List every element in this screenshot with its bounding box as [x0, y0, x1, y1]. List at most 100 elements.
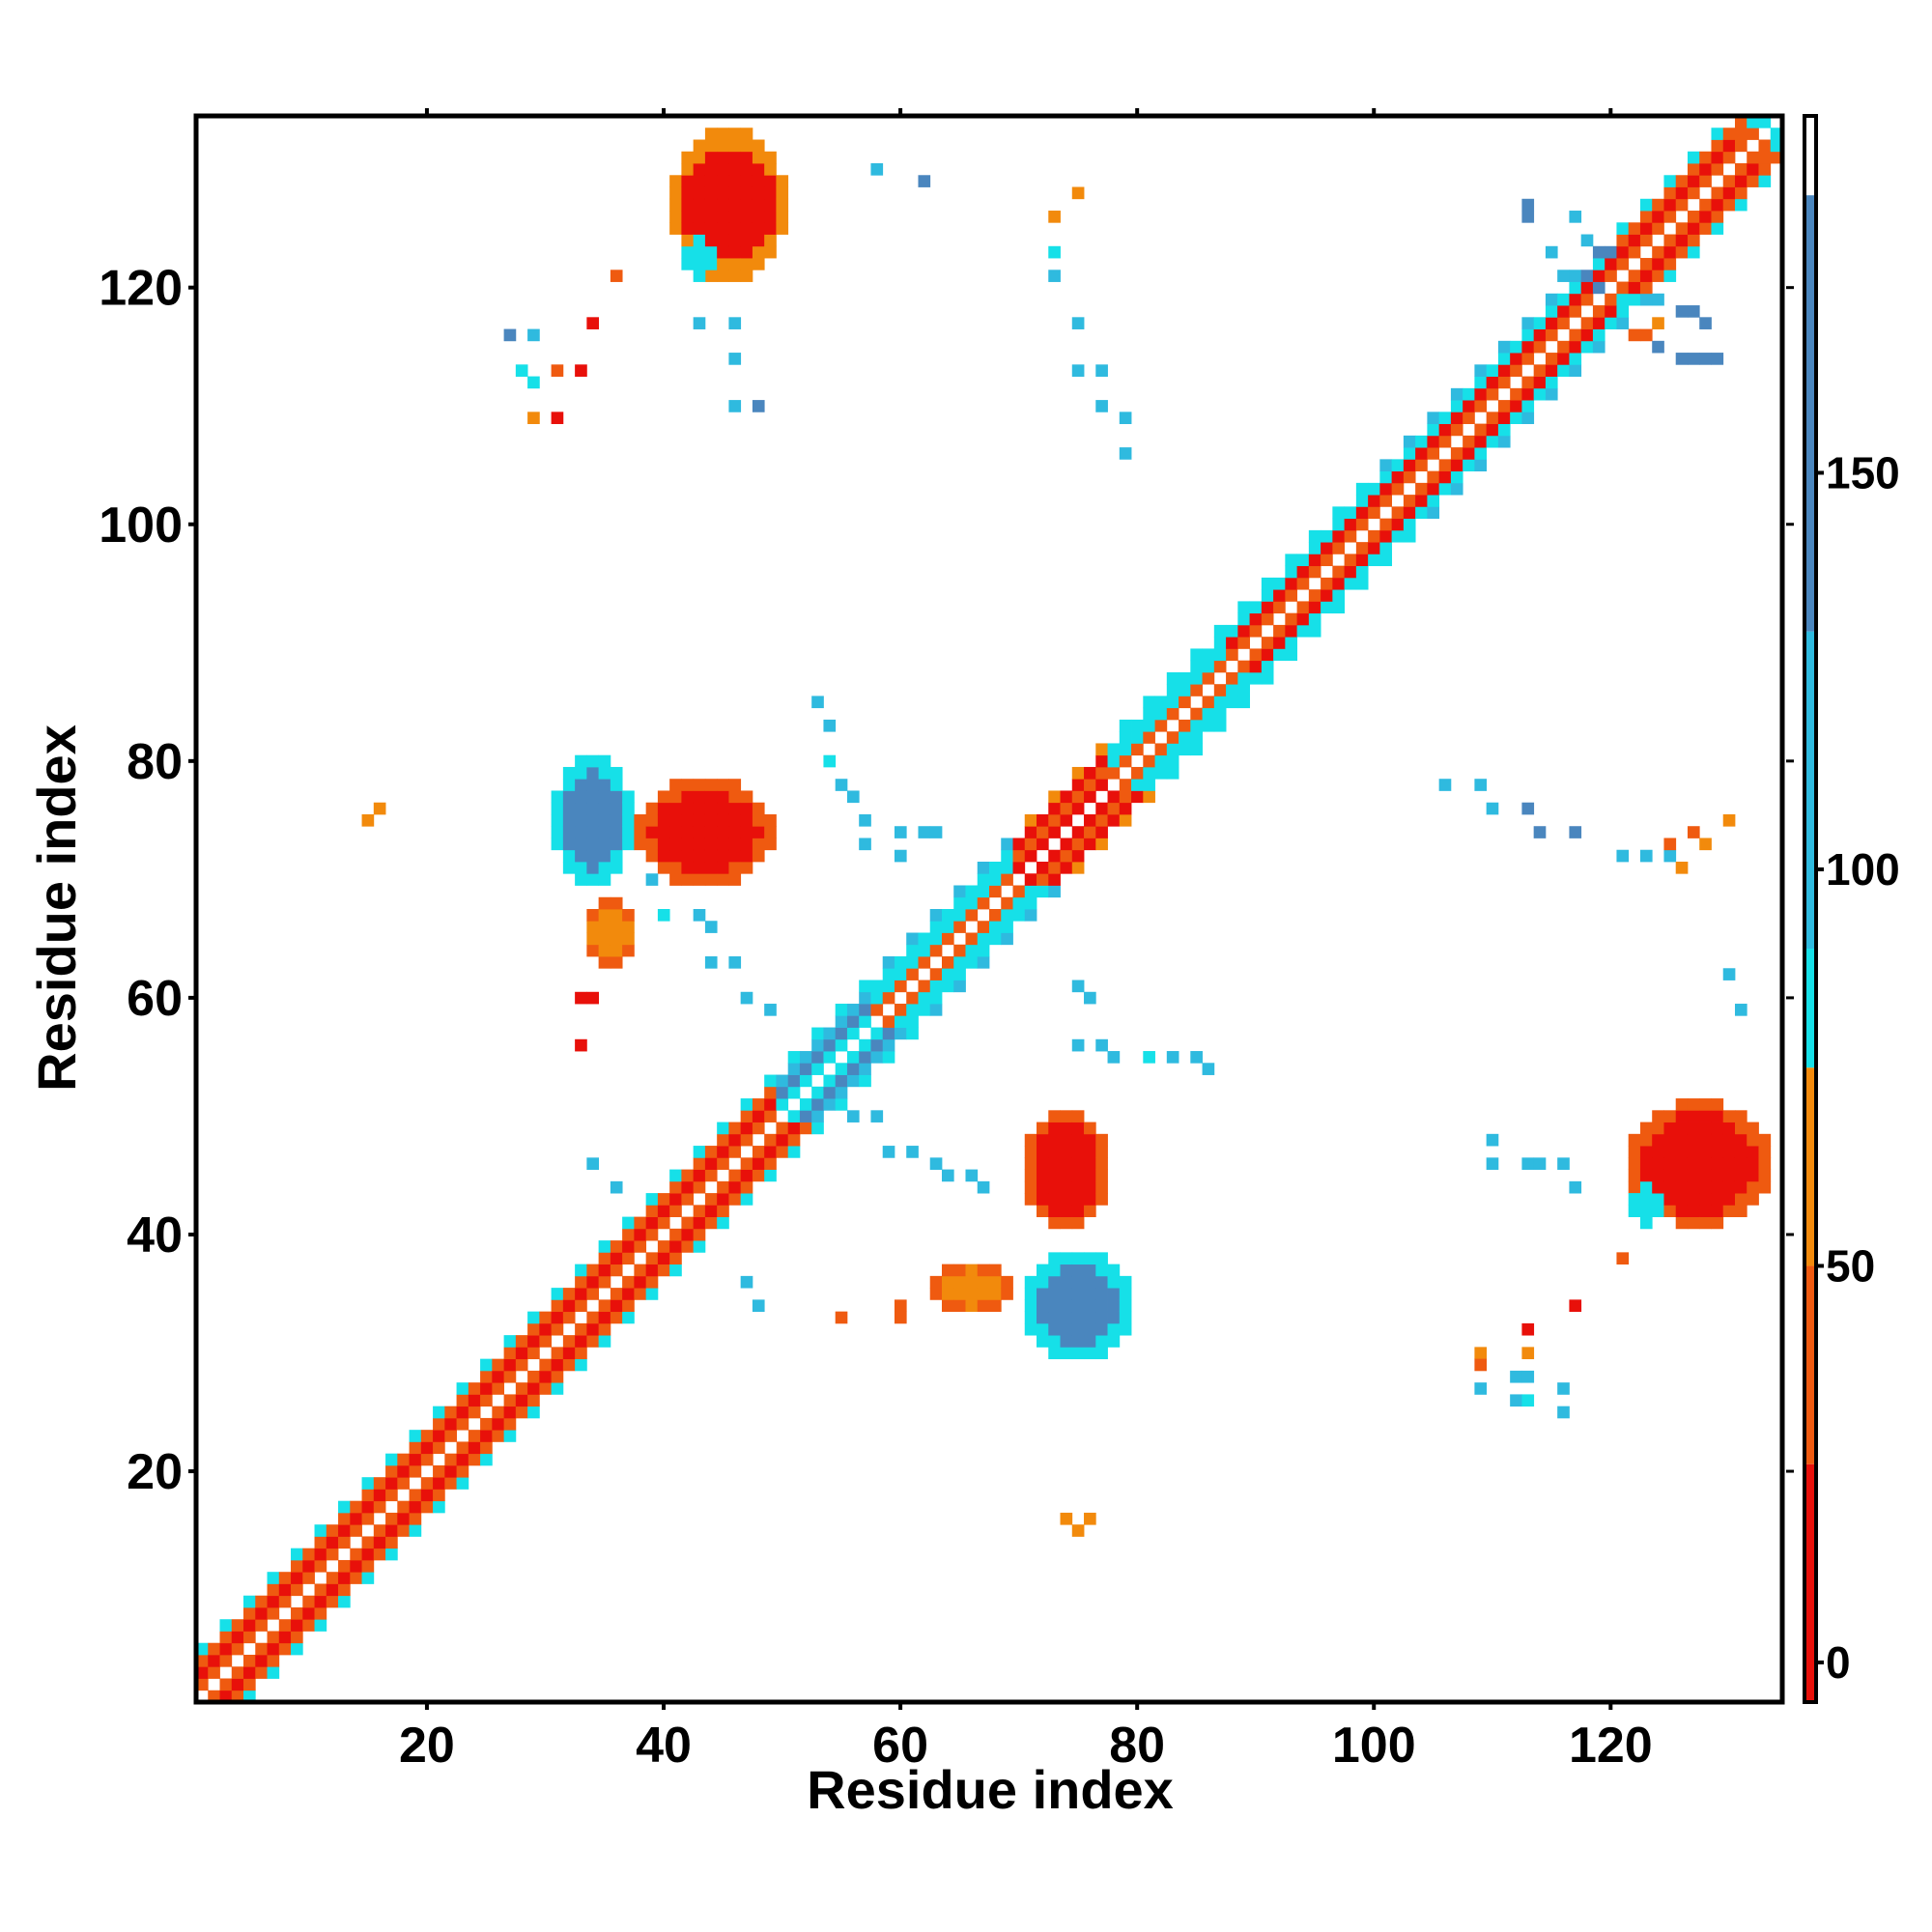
- heatmap-cell: [1084, 1133, 1096, 1147]
- heatmap-cell: [598, 861, 611, 874]
- heatmap-cell: [1699, 838, 1712, 851]
- heatmap-cell: [977, 1275, 990, 1289]
- heatmap-cell: [1438, 435, 1452, 448]
- heatmap-cell: [1628, 234, 1641, 247]
- heatmap-cell: [989, 909, 1002, 922]
- heatmap-cell: [1722, 186, 1736, 200]
- heatmap-cell: [1060, 1347, 1073, 1360]
- heatmap-cell: [314, 1536, 327, 1549]
- heatmap-cell: [1368, 554, 1380, 567]
- heatmap-cell: [444, 1417, 457, 1431]
- heatmap-cell: [1687, 222, 1700, 235]
- heatmap-cell: [1592, 340, 1605, 354]
- heatmap-cell: [1687, 1133, 1700, 1147]
- heatmap-cell: [657, 813, 670, 827]
- heatmap-cell: [1332, 601, 1346, 614]
- heatmap-cell: [1037, 1288, 1049, 1300]
- heatmap-cell: [764, 198, 777, 212]
- heatmap-cell: [196, 1678, 209, 1691]
- heatmap-cell: [846, 1063, 860, 1075]
- heatmap-cell: [669, 838, 682, 851]
- heatmap-cell: [693, 802, 706, 815]
- heatmap-cell: [492, 1430, 504, 1442]
- heatmap-cell: [1510, 364, 1522, 377]
- heatmap-cell: [835, 779, 848, 791]
- heatmap-cell: [1592, 317, 1605, 329]
- heatmap-cell: [1071, 1252, 1085, 1265]
- heatmap-cell: [1639, 1193, 1653, 1206]
- heatmap-cell: [1427, 447, 1440, 460]
- heatmap-cell: [977, 873, 990, 886]
- heatmap-cell: [1131, 766, 1144, 780]
- heatmap-cell: [243, 1595, 256, 1608]
- heatmap-cell: [776, 198, 789, 212]
- heatmap-cell: [1463, 387, 1475, 401]
- heatmap-cell: [575, 1275, 587, 1289]
- heatmap-cell: [1024, 1275, 1037, 1289]
- heatmap-cell: [1226, 671, 1238, 685]
- heatmap-cell: [1687, 1110, 1700, 1122]
- heatmap-cell: [575, 1347, 587, 1360]
- heatmap-cell: [1060, 861, 1073, 874]
- heatmap-cell: [1084, 1157, 1096, 1170]
- heatmap-cell: [1048, 802, 1061, 815]
- heatmap-cell: [717, 813, 729, 827]
- heatmap-cell: [823, 754, 837, 768]
- heatmap-cell: [267, 1642, 280, 1656]
- heatmap-cell: [1557, 1157, 1570, 1170]
- heatmap-cell: [1095, 1264, 1108, 1277]
- heatmap-cell: [717, 826, 729, 838]
- heatmap-cell: [456, 1417, 469, 1431]
- heatmap-cell: [610, 766, 623, 780]
- heatmap-cell: [811, 1098, 824, 1111]
- heatmap-cell: [1048, 1180, 1061, 1194]
- heatmap-cell: [1580, 317, 1594, 329]
- heatmap-cell: [740, 258, 753, 270]
- heatmap-cell: [1095, 1335, 1108, 1348]
- heatmap-cell: [882, 1027, 895, 1040]
- heatmap-cell: [1024, 838, 1037, 851]
- heatmap-cell: [645, 1288, 659, 1300]
- heatmap-cell: [468, 1453, 481, 1466]
- heatmap-cell: [1663, 1146, 1677, 1158]
- heatmap-cell: [1722, 1193, 1736, 1206]
- heatmap-cell: [562, 1311, 576, 1324]
- heatmap-cell: [693, 1240, 706, 1253]
- heatmap-cell: [586, 813, 600, 827]
- heatmap-cell: [835, 1038, 848, 1052]
- heatmap-cell: [1722, 813, 1736, 827]
- heatmap-cell: [634, 1240, 647, 1253]
- heatmap-cell: [1213, 624, 1227, 638]
- heatmap-cell: [1605, 245, 1617, 259]
- heatmap-cell: [1084, 1264, 1096, 1277]
- heatmap-cell: [752, 1157, 765, 1170]
- heatmap-cell: [1510, 1394, 1522, 1407]
- heatmap-cell: [1119, 790, 1132, 804]
- heatmap-cell: [894, 956, 907, 969]
- heatmap-cell: [598, 838, 611, 851]
- heatmap-cell: [539, 1322, 553, 1336]
- heatmap-cell: [752, 222, 765, 235]
- heatmap-cell: [1687, 211, 1700, 223]
- heatmap-cell: [1486, 423, 1499, 437]
- heatmap-cell: [314, 1548, 327, 1561]
- heatmap-cell: [575, 790, 587, 804]
- heatmap-cell: [338, 1500, 351, 1514]
- heatmap-cell: [835, 1015, 848, 1028]
- heatmap-cell: [1001, 1288, 1013, 1300]
- heatmap-cell: [1143, 719, 1155, 732]
- heatmap-cell: [610, 956, 623, 969]
- heatmap-cell: [1190, 719, 1203, 732]
- heatmap-cell: [977, 861, 990, 874]
- heatmap-cell: [1699, 1098, 1712, 1111]
- heatmap-cell: [1012, 849, 1026, 863]
- heatmap-cell: [1237, 601, 1250, 614]
- heatmap-cell: [622, 1228, 635, 1241]
- heatmap-cell: [598, 1335, 611, 1348]
- heatmap-cell: [598, 813, 611, 827]
- heatmap-cell: [1237, 684, 1250, 696]
- heatmap-cell: [622, 921, 635, 933]
- heatmap-cell: [1237, 637, 1250, 649]
- heatmap-cell: [1628, 293, 1641, 306]
- heatmap-cell: [704, 790, 718, 804]
